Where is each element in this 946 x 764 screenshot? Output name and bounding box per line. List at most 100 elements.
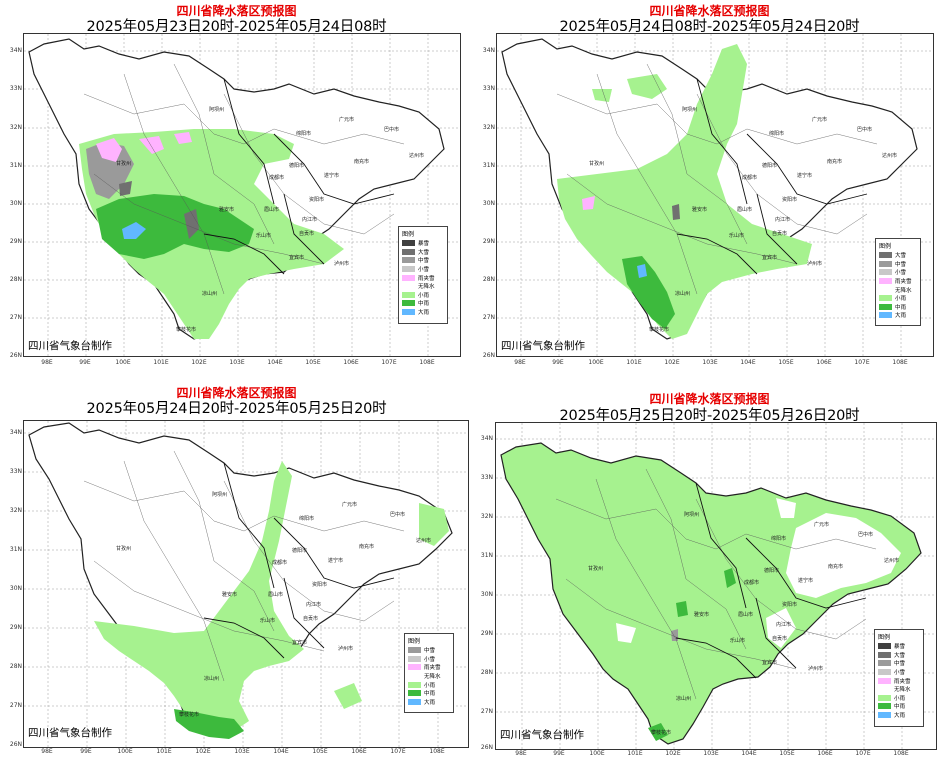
forecast-panel-3: 四川省降水落区预报图 2025年05月24日20时-2025年05月25日20时 xyxy=(0,382,473,764)
legend-item: 雨夹雪 xyxy=(879,277,917,286)
city-label: 广元市 xyxy=(342,502,358,508)
lat-tick: 27N xyxy=(9,314,22,321)
lon-tick: 108E xyxy=(419,359,435,366)
legend-item: 小雪 xyxy=(879,268,917,277)
panel-period: 2025年05月23日20时-2025年05月24日08时 xyxy=(86,19,387,35)
legend-item: 无降水 xyxy=(402,282,444,291)
city-label: 广元市 xyxy=(814,522,830,528)
map-frame: 阿坝州 绵阳市 广元市 巴中市 达州市 南充市 德阳市 成都市 甘孜州 遂宁市 … xyxy=(23,33,461,357)
legend-swatch xyxy=(408,664,421,671)
city-label: 遂宁市 xyxy=(797,173,813,179)
rain-heavy-area xyxy=(122,222,146,239)
legend-swatch xyxy=(879,252,892,259)
lon-tick: 106E xyxy=(343,359,359,366)
legend-item: 小雨 xyxy=(408,680,450,689)
city-label: 资阳市 xyxy=(782,602,798,608)
city-label: 资阳市 xyxy=(782,197,798,203)
panel-period: 2025年05月24日20时-2025年05月25日20时 xyxy=(86,401,387,417)
lat-tick: 34N xyxy=(9,47,22,54)
lon-tick: 105E xyxy=(305,359,321,366)
legend-swatch xyxy=(879,260,892,267)
city-label: 雅安市 xyxy=(694,612,710,618)
legend-swatch xyxy=(408,655,421,662)
lon-tick: 99E xyxy=(79,359,91,366)
legend-swatch xyxy=(878,660,891,667)
panel-period: 2025年05月24日08时-2025年05月24日20时 xyxy=(559,19,860,35)
legend-swatch xyxy=(879,295,892,302)
lon-tick: 100E xyxy=(589,750,605,757)
legend-swatch xyxy=(879,278,892,285)
legend-swatch xyxy=(402,266,415,273)
lon-tick: 106E xyxy=(816,359,832,366)
lon-tick: 98E xyxy=(41,748,53,755)
city-label: 资阳市 xyxy=(309,197,325,203)
city-label: 绵阳市 xyxy=(771,536,787,542)
legend-item: 中雨 xyxy=(879,303,917,312)
lat-tick: 34N xyxy=(9,429,22,436)
lat-tick: 33N xyxy=(482,85,495,92)
lat-tick: 31N xyxy=(482,162,495,169)
lat-tick: 34N xyxy=(480,435,493,442)
city-label: 资阳市 xyxy=(312,582,328,588)
lat-tick: 30N xyxy=(480,591,493,598)
legend-swatch xyxy=(878,669,891,676)
rain-moderate-area xyxy=(96,194,254,259)
city-borders xyxy=(203,78,395,275)
city-label: 南充市 xyxy=(827,159,843,165)
city-label: 自贡市 xyxy=(772,231,788,237)
rain-light-area xyxy=(94,461,304,731)
city-label: 雅安市 xyxy=(219,207,235,213)
county-borders xyxy=(83,63,405,295)
legend-item: 中雪 xyxy=(879,260,917,269)
city-label: 乐山市 xyxy=(730,638,746,644)
city-label: 乐山市 xyxy=(260,618,276,624)
credit-label: 四川省气象台制作 xyxy=(500,729,584,741)
city-label: 凉山州 xyxy=(204,676,220,682)
rain-moderate-area xyxy=(648,568,736,741)
city-label: 达州市 xyxy=(409,153,425,159)
snow-moderate-area xyxy=(671,629,678,641)
legend-item: 大雪 xyxy=(878,651,920,660)
city-label: 成都市 xyxy=(269,175,285,181)
lon-tick: 103E xyxy=(702,359,718,366)
lon-tick: 100E xyxy=(115,359,131,366)
rain-heavy-area xyxy=(637,264,647,278)
lat-tick: 28N xyxy=(482,276,495,283)
lat-tick: 29N xyxy=(480,630,493,637)
legend-swatch xyxy=(878,643,891,650)
lon-tick: 104E xyxy=(267,359,283,366)
city-label: 凉山州 xyxy=(202,291,218,297)
legend-item: 大雪 xyxy=(879,251,917,260)
lon-tick: 102E xyxy=(665,750,681,757)
legend-swatch xyxy=(402,291,415,298)
map-frame: 阿坝州 绵阳市 广元市 巴中市 达州市 南充市 德阳市 成都市 甘孜州 遂宁市 … xyxy=(496,33,934,357)
legend-item: 雨夹雪 xyxy=(408,663,450,672)
map-legend: 图例 暴雪 大雪 中雪 小雪 雨夹雪 无降水 小雨 中雨 大雨 xyxy=(874,629,924,727)
lat-tick: 28N xyxy=(9,276,22,283)
lon-tick: 98E xyxy=(514,359,526,366)
rain-light-patch xyxy=(592,74,667,102)
lat-tick: 31N xyxy=(480,552,493,559)
lat-tick: 28N xyxy=(480,669,493,676)
legend-item: 中雪 xyxy=(878,659,920,668)
legend-swatch xyxy=(408,647,421,654)
city-label: 达州市 xyxy=(882,153,898,159)
forecast-panel-4: 四川省降水落区预报图 2025年05月25日20时-2025年05月26日20时 xyxy=(473,382,946,764)
lon-tick: 101E xyxy=(626,359,642,366)
lon-tick: 101E xyxy=(153,359,169,366)
snow-heavy-area xyxy=(672,204,680,220)
city-label: 遂宁市 xyxy=(798,578,814,584)
lat-tick: 27N xyxy=(480,708,493,715)
city-label: 自贡市 xyxy=(299,231,315,237)
legend-item: 无降水 xyxy=(879,285,917,294)
legend-swatch xyxy=(878,703,891,710)
credit-label: 四川省气象台制作 xyxy=(28,727,112,739)
lat-tick: 31N xyxy=(9,162,22,169)
city-label: 广元市 xyxy=(812,117,828,123)
legend-item: 小雨 xyxy=(402,291,444,300)
legend-swatch xyxy=(402,240,415,247)
city-label: 阿坝州 xyxy=(212,492,228,498)
forecast-panel-2: 四川省降水落区预报图 2025年05月24日08时-2025年05月24日20时 xyxy=(473,0,946,382)
city-label: 成都市 xyxy=(742,175,758,181)
lon-tick: 102E xyxy=(195,748,211,755)
